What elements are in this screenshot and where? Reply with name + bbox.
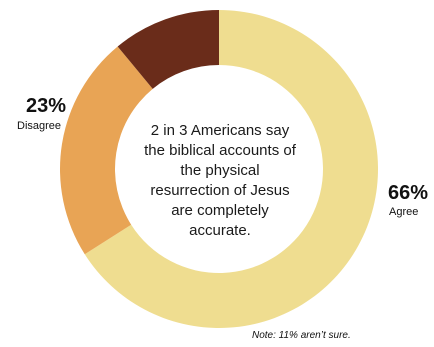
slice-agree bbox=[84, 10, 378, 329]
slice-disagree bbox=[59, 46, 153, 255]
disagree-value-label: 23% bbox=[26, 95, 67, 117]
footnote: Note: 11% aren’t sure. bbox=[252, 330, 351, 341]
agree-value-label: 66% bbox=[388, 182, 429, 204]
slice-not-sure bbox=[117, 10, 219, 89]
center-text: 2 in 3 Americans say the biblical accoun… bbox=[144, 122, 296, 239]
disagree-category-label: Disagree bbox=[17, 120, 62, 132]
agree-category-label: Agree bbox=[389, 206, 419, 218]
